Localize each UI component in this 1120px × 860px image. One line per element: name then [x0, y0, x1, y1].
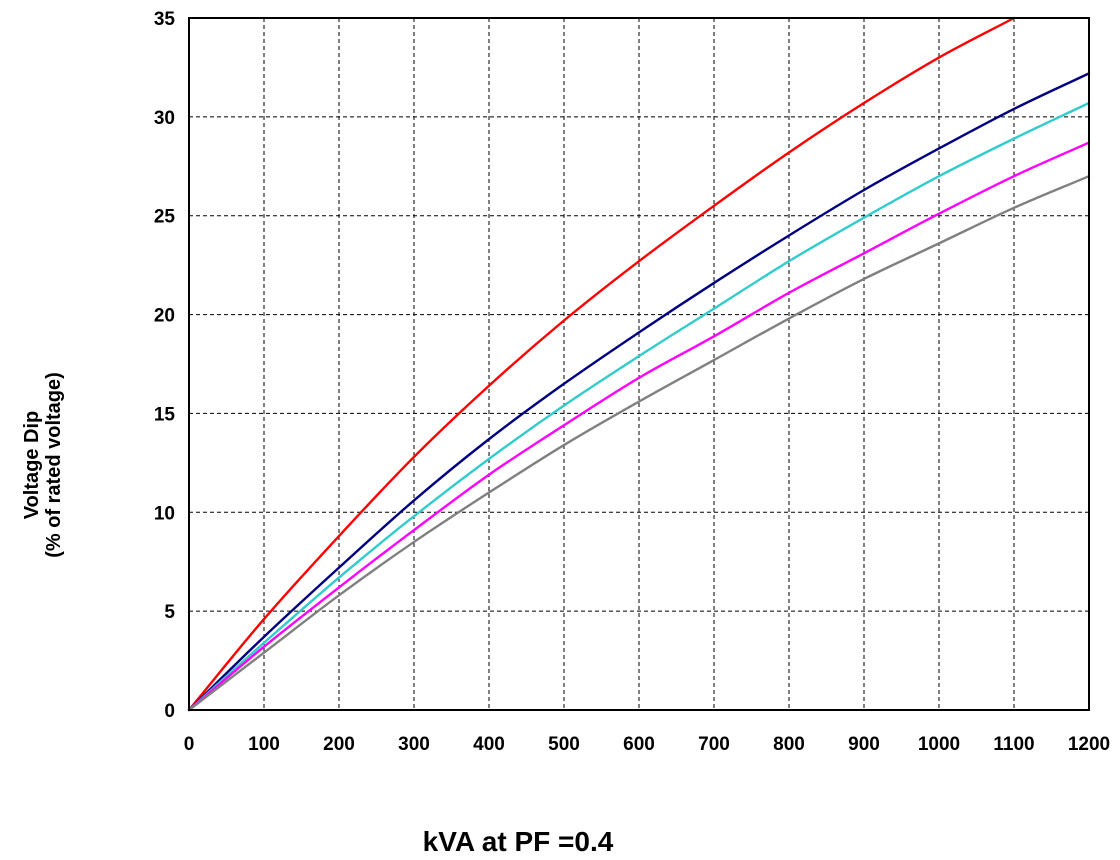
y-tick-labels: 0 5 10 15 20 25 30 35: [154, 9, 176, 722]
x-tick-label: 600: [623, 734, 655, 755]
y-tick-label: 25: [154, 207, 176, 228]
x-tick-label: 700: [698, 734, 730, 755]
y-axis-title: Voltage Dip (% of rated voltage): [21, 372, 65, 558]
y-axis-title-line1: Voltage Dip: [21, 411, 43, 520]
x-tick-label: 200: [323, 734, 355, 755]
x-tick-label: 400: [473, 734, 505, 755]
series-line-5: [187, 174, 1091, 712]
plot-area-frame: [188, 17, 1090, 711]
y-tick-label: 20: [154, 306, 175, 327]
y-tick-label: 30: [154, 108, 175, 129]
y-tick-label: 15: [154, 404, 176, 425]
grid-lines: [189, 18, 1089, 710]
x-tick-label: 100: [248, 734, 280, 755]
x-tick-label: 1000: [918, 734, 960, 755]
y-tick-label: 0: [164, 701, 175, 722]
x-tick-label: 1200: [1068, 734, 1110, 755]
y-tick-label: 5: [164, 602, 175, 623]
y-axis-title-line2: (% of rated voltage): [43, 372, 65, 558]
x-tick-label: 1100: [993, 734, 1034, 755]
x-tick-label: 0: [184, 734, 195, 755]
x-axis-title: kVA at PF =0.4: [423, 826, 614, 857]
series-line-2: [187, 72, 1091, 712]
y-tick-label: 35: [154, 9, 176, 30]
x-tick-label: 300: [398, 734, 430, 755]
x-tick-label: 900: [848, 734, 880, 755]
y-tick-label: 10: [154, 503, 175, 524]
x-tick-label: 500: [548, 734, 580, 755]
x-tick-label: 800: [773, 734, 805, 755]
series-line-4: [187, 141, 1091, 712]
series-line-1: [187, 16, 1016, 712]
x-tick-labels: 0 100 200 300 400 500 600 700 800 900 1000 1100 1200: [184, 734, 1110, 755]
series-lines: [187, 16, 1091, 712]
series-line-3: [187, 101, 1091, 712]
